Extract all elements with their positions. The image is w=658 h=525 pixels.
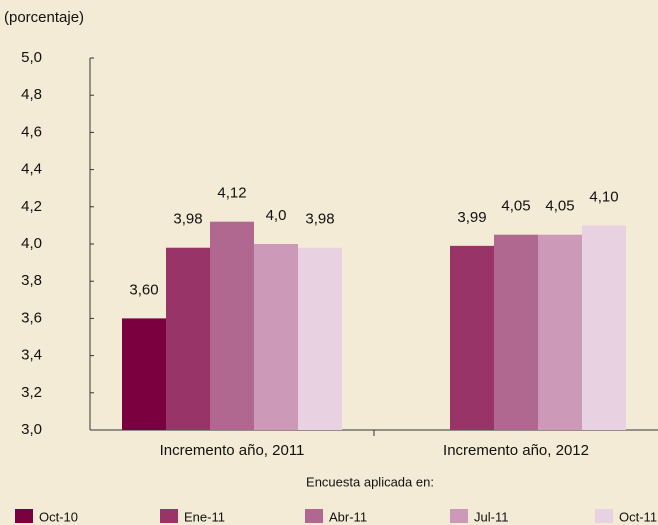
bar [166, 247, 210, 430]
legend-label: Jul-11 [474, 509, 508, 524]
bar [122, 318, 166, 430]
bar [582, 225, 626, 430]
bar [494, 234, 538, 430]
legend-title: Encuesta aplicada en: [306, 474, 434, 489]
legend-label: Abr-11 [329, 509, 367, 524]
legend-swatch [160, 509, 178, 523]
bar [450, 245, 494, 430]
bar [298, 247, 342, 430]
x-tick-label: Incremento año, 2012 [443, 442, 589, 459]
data-label: 3,98 [305, 211, 334, 228]
data-label: 4,05 [545, 198, 574, 215]
data-label: 3,99 [457, 209, 486, 226]
data-label: 4,10 [589, 188, 618, 205]
data-label: 4,12 [217, 185, 246, 202]
y-tick-label: 4,6 [21, 123, 42, 140]
y-tick-label: 4,2 [21, 198, 42, 215]
y-tick-label: 3,6 [21, 309, 42, 326]
legend-swatch [15, 509, 33, 523]
y-tick-label: 5,0 [21, 49, 42, 66]
legend-swatch [305, 509, 323, 523]
data-label: 4,0 [266, 207, 287, 224]
bar [254, 244, 298, 430]
y-tick-label: 3,4 [21, 347, 42, 364]
x-tick-label: Incremento año, 2011 [160, 442, 305, 459]
y-tick-label: 4,4 [21, 161, 42, 178]
legend-swatch [450, 509, 468, 523]
y-tick-label: 3,8 [21, 272, 42, 289]
y-tick-label: 4,0 [21, 235, 42, 252]
y-tick-label: 3,0 [21, 421, 42, 438]
legend-label: Oct-10 [39, 509, 78, 524]
bar [210, 221, 254, 430]
legend-swatch [595, 509, 613, 523]
legend-label: Ene-11 [184, 509, 225, 524]
bar [538, 234, 582, 430]
legend-label: Oct-11 [619, 509, 657, 524]
data-label: 3,98 [173, 211, 202, 228]
y-tick-label: 3,2 [21, 384, 42, 401]
y-axis-label: (porcentaje) [4, 9, 84, 26]
y-tick-label: 4,8 [21, 86, 42, 103]
data-label: 4,05 [501, 198, 530, 215]
data-label: 3,60 [129, 281, 158, 298]
